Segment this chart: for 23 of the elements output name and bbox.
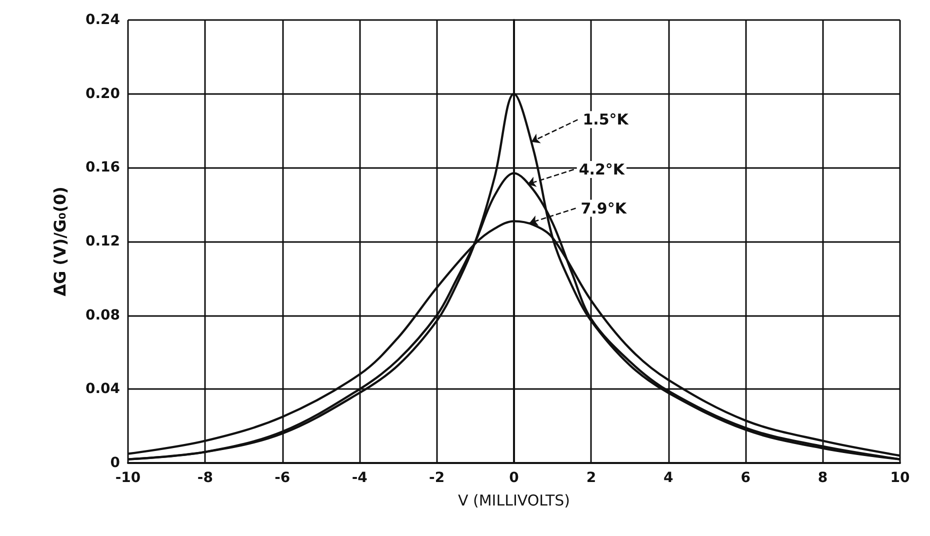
x-tick-label: -6 <box>274 470 290 486</box>
x-tick-label: 6 <box>740 470 750 486</box>
y-tick-label: 0.12 <box>85 234 120 250</box>
x-tick-label: 10 <box>890 470 910 486</box>
x-tick-label: 8 <box>818 470 828 486</box>
y-tick-label: 0 <box>110 455 120 471</box>
x-tick-label: 4 <box>664 470 674 486</box>
y-tick-label: 0.08 <box>85 307 120 324</box>
x-tick-label: -4 <box>352 470 368 486</box>
annotation: 7.9°K <box>580 199 628 218</box>
annotation: 4.2°K <box>578 160 626 179</box>
x-axis-title: V (MILLIVOLTS) <box>458 492 570 510</box>
x-tick-label: 2 <box>586 470 596 486</box>
y-tick-label: 0.16 <box>85 160 120 176</box>
annotation: 1.5°K <box>582 110 630 129</box>
y-axis-title: ΔG (V)/G₀(0) <box>50 186 70 296</box>
y-tick-label: 0.04 <box>85 381 120 398</box>
y-tick-label: 0.20 <box>85 86 120 102</box>
x-tick-label: 0 <box>509 470 520 486</box>
x-tick-label: -10 <box>115 470 141 486</box>
x-tick-label: -2 <box>429 470 445 486</box>
x-tick-label: -8 <box>197 470 213 486</box>
y-tick-label: 0.24 <box>85 12 120 28</box>
